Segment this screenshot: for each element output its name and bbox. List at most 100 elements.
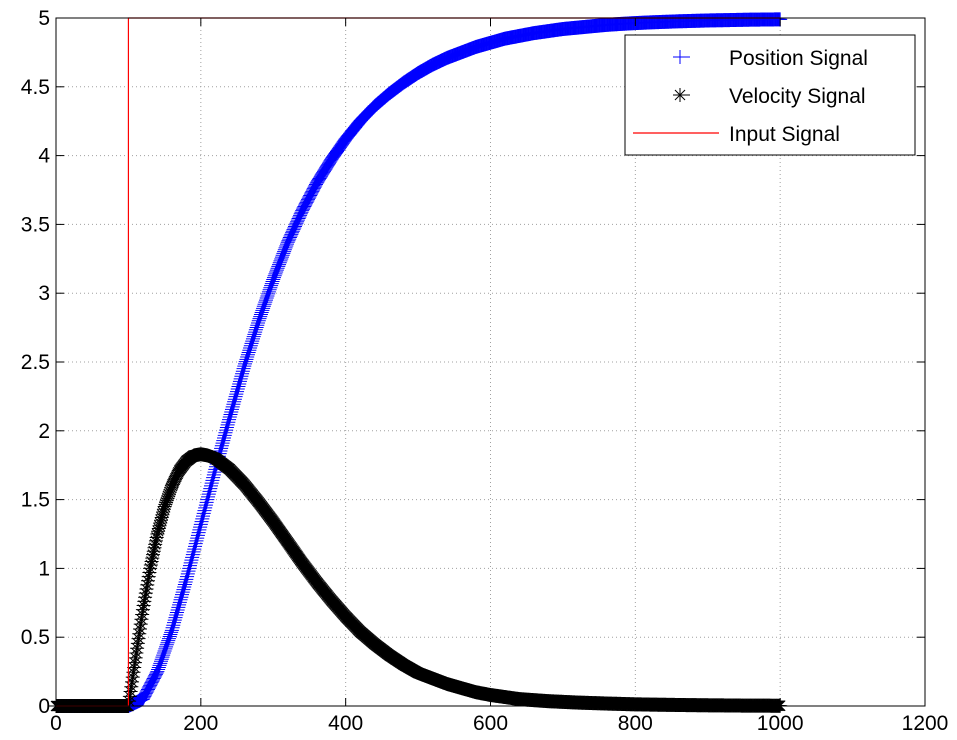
- legend-swatch-marker: [673, 88, 687, 102]
- data-point: [296, 200, 311, 215]
- data-point: [269, 265, 284, 280]
- data-point: [256, 299, 271, 314]
- data-point: [169, 468, 184, 483]
- x-tick-label: 1200: [902, 712, 949, 735]
- y-tick-label: 4.5: [21, 76, 50, 99]
- data-point: [191, 525, 206, 540]
- data-point: [219, 420, 234, 435]
- data-point: [254, 305, 269, 320]
- data-point: [146, 547, 161, 562]
- y-tick-label: 0: [38, 695, 50, 718]
- data-point: [272, 255, 287, 270]
- data-point: [275, 248, 290, 263]
- data-point: [189, 533, 204, 548]
- data-point: [143, 678, 158, 693]
- data-point: [153, 515, 168, 530]
- y-tick-label: 0.5: [21, 626, 50, 649]
- data-point: [158, 641, 173, 656]
- data-point: [138, 687, 153, 702]
- data-point: [169, 469, 184, 484]
- data-point: [221, 415, 236, 430]
- data-point: [203, 481, 218, 496]
- data-point: [138, 590, 153, 605]
- data-point: [160, 491, 175, 506]
- data-point: [154, 513, 169, 528]
- y-tick-label: 3: [38, 282, 50, 305]
- data-point: [125, 670, 140, 685]
- data-point: [127, 660, 142, 675]
- data-point: [135, 692, 150, 707]
- x-tick-label: 800: [618, 712, 653, 735]
- data-point: [220, 417, 235, 432]
- data-point: [155, 650, 170, 665]
- data-point: [195, 511, 210, 526]
- data-point: [126, 665, 141, 680]
- data-point: [295, 202, 310, 217]
- data-point: [300, 194, 315, 209]
- data-point: [192, 522, 207, 537]
- data-point: [257, 297, 272, 312]
- data-point: [278, 240, 293, 255]
- data-point: [148, 668, 163, 683]
- data-point: [129, 646, 144, 661]
- data-point: [160, 635, 175, 650]
- x-tick-label: 200: [183, 712, 218, 735]
- data-point: [154, 652, 169, 667]
- data-point: [133, 621, 148, 636]
- legend-item: Velocity Signal: [673, 85, 866, 108]
- data-point: [217, 428, 232, 443]
- data-point: [143, 557, 158, 572]
- data-point: [270, 261, 285, 276]
- data-point: [193, 517, 208, 532]
- data-point: [144, 554, 159, 569]
- data-point: [184, 553, 199, 568]
- data-point: [253, 309, 268, 324]
- data-point: [159, 493, 174, 508]
- data-point: [159, 639, 174, 654]
- legend-item: Input Signal: [633, 123, 840, 146]
- data-point: [205, 473, 220, 488]
- data-point: [198, 500, 213, 515]
- data-point: [146, 671, 161, 686]
- data-point: [144, 675, 159, 690]
- data-point: [180, 569, 195, 584]
- data-point: [180, 566, 195, 581]
- data-point: [143, 561, 158, 576]
- data-point: [217, 430, 232, 445]
- data-point: [193, 520, 208, 535]
- data-point: [154, 510, 169, 525]
- data-point: [138, 686, 153, 701]
- legend-label: Velocity Signal: [729, 85, 866, 108]
- data-point: [152, 518, 167, 533]
- data-point: [201, 489, 216, 504]
- data-point: [206, 467, 221, 482]
- data-point: [151, 662, 166, 677]
- data-point: [273, 253, 288, 268]
- data-point: [181, 564, 196, 579]
- data-point: [298, 196, 313, 211]
- data-point: [155, 507, 170, 522]
- data-point: [163, 482, 178, 497]
- data-point: [276, 246, 291, 261]
- data-point: [148, 533, 163, 548]
- data-point: [165, 477, 180, 492]
- data-point: [263, 280, 278, 295]
- data-point: [259, 291, 274, 306]
- data-point: [122, 694, 137, 709]
- data-point: [265, 274, 280, 289]
- data-point: [146, 544, 161, 559]
- data-point: [164, 478, 179, 493]
- data-point: [260, 288, 275, 303]
- data-point: [261, 286, 276, 301]
- data-point: [178, 574, 193, 589]
- data-point: [202, 484, 217, 499]
- x-tick-label: 0: [50, 712, 62, 735]
- data-point: [201, 487, 216, 502]
- data-point: [135, 607, 150, 622]
- data-point: [159, 637, 174, 652]
- data-point: [156, 504, 171, 519]
- data-point: [142, 565, 157, 580]
- data-point: [206, 470, 221, 485]
- data-point: [166, 475, 181, 490]
